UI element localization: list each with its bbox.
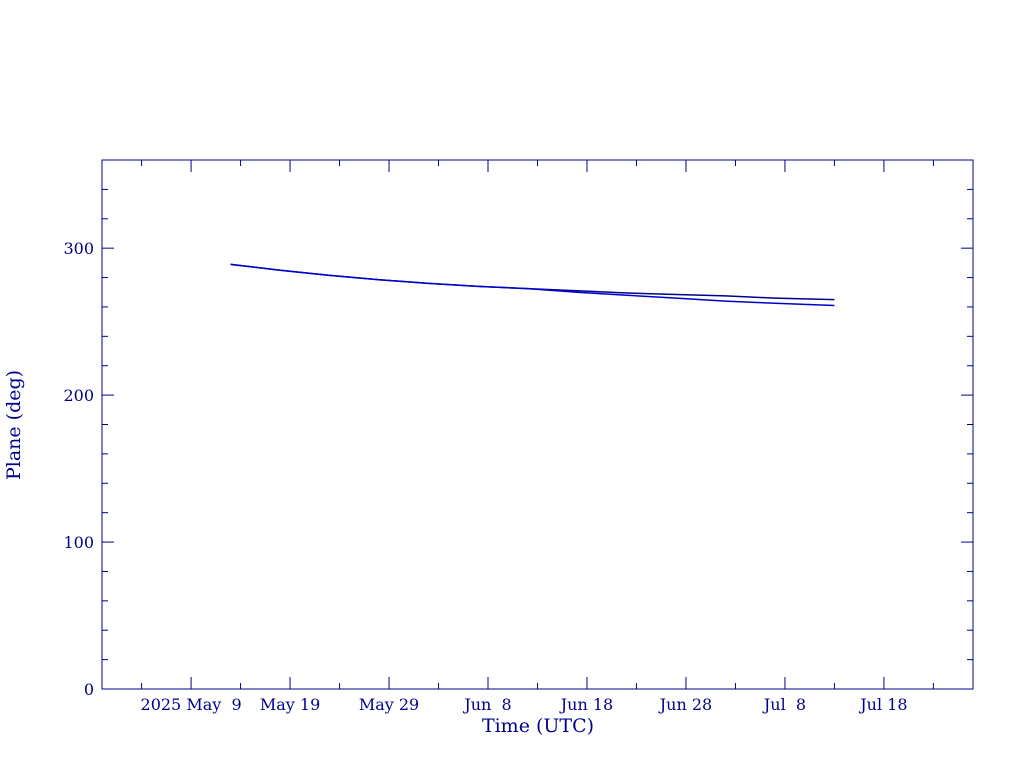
y-axis-label: Plane (deg) — [3, 370, 25, 480]
x-tick-label: Jun 8 — [462, 695, 511, 714]
y-tick-label: 0 — [84, 680, 94, 699]
x-tick-label: Jun 18 — [559, 695, 613, 714]
data-line — [230, 263, 835, 307]
x-tick-label: May 19 — [260, 695, 320, 714]
x-tick-label: May 29 — [359, 695, 419, 714]
y-tick-label: 300 — [63, 239, 94, 258]
x-tick-label: Jun 28 — [658, 695, 712, 714]
data-line — [230, 263, 835, 301]
x-axis-label: Time (UTC) — [482, 715, 594, 737]
x-tick-label: Jul 8 — [762, 695, 806, 714]
y-tick-label: 200 — [63, 386, 94, 405]
x-tick-label: Jul 18 — [858, 695, 907, 714]
plot-frame — [101, 159, 974, 690]
y-tick-label: 100 — [63, 533, 94, 552]
x-tick-label: 2025 May 9 — [141, 695, 242, 714]
